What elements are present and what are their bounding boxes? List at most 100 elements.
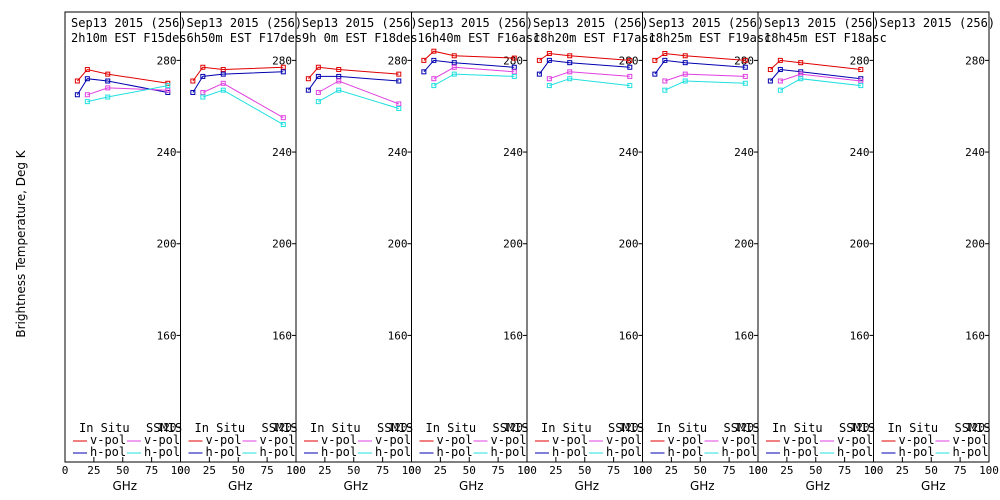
data-point-ssmis_v: [662, 78, 668, 84]
legend-ssmis-vpol: v-pol: [722, 433, 758, 447]
legend-insitu-vpol: v-pol: [783, 433, 819, 447]
legend-insitu-hpol: h-pol: [206, 445, 242, 459]
series-line-ssmis_h: [549, 78, 630, 87]
legend-insitu-vpol: v-pol: [321, 433, 357, 447]
data-point-ssmis_h: [315, 99, 321, 105]
y-tick-label: 200: [157, 238, 177, 251]
legend-ssmis-vpol: v-pol: [491, 433, 527, 447]
data-point-ssmis_h: [546, 83, 552, 89]
data-point-ssmis_h: [567, 76, 573, 82]
y-tick-label: 160: [850, 329, 870, 342]
series-line-ssmis_h: [202, 89, 284, 126]
legend-insitu-label: In Situ: [426, 421, 477, 435]
data-point-ssmis_v: [396, 101, 402, 107]
x-tick-label: 0: [870, 464, 877, 477]
x-tick-label: 0: [293, 464, 300, 477]
data-point-ssmis_h: [165, 83, 171, 89]
x-axis-title: GHz: [343, 479, 368, 493]
data-point-insitu_v: [200, 64, 206, 70]
series-line-ssmis_v: [87, 87, 168, 96]
panel-7: Sep13 2015 (256)18h45m EST F18asc 120 160 2…: [755, 11, 887, 493]
data-point-ssmis_h: [336, 87, 342, 93]
data-point-insitu_h: [682, 60, 688, 66]
series-line-ssmis_h: [87, 85, 168, 103]
x-tick-label: 50: [463, 464, 476, 477]
y-tick-label: 160: [272, 329, 292, 342]
legend-insitu-vpol: v-pol: [668, 433, 704, 447]
data-point-ssmis_v: [220, 80, 226, 86]
series-line-ssmis_h: [433, 73, 515, 87]
y-tick-label: 120: [965, 421, 985, 434]
y-tick-label: 120: [503, 421, 523, 434]
x-tick-label: 75: [145, 464, 158, 477]
y-tick-label: 160: [157, 329, 177, 342]
data-point-insitu_h: [280, 69, 286, 75]
legend-insitu-vpol: v-pol: [206, 433, 242, 447]
data-point-insitu_h: [536, 71, 542, 77]
data-point-ssmis_h: [682, 78, 688, 84]
data-point-insitu_h: [84, 76, 90, 82]
series-line-insitu_h: [307, 75, 399, 91]
data-point-ssmis_h: [451, 71, 457, 77]
series-line-insitu_h: [770, 68, 861, 82]
data-point-ssmis_v: [742, 73, 748, 79]
series-line-insitu_v: [654, 52, 746, 61]
panel-date: Sep13 2015 (256): [418, 16, 534, 30]
panel-date: Sep13 2015 (256): [764, 16, 880, 30]
legend-insitu-label: In Situ: [772, 421, 823, 435]
x-axis-title: GHz: [459, 479, 484, 493]
data-point-insitu_h: [546, 57, 552, 63]
panel-8: Sep13 2015 (256) 120 160 200 240 280 0 25 50 75 10…: [870, 11, 999, 493]
data-point-ssmis_v: [315, 89, 321, 95]
x-tick-label: 50: [116, 464, 129, 477]
x-tick-label: 75: [838, 464, 851, 477]
legend-ssmis-label: SSMIS: [377, 421, 413, 435]
x-tick-label: 50: [809, 464, 822, 477]
x-tick-label: 0: [639, 464, 646, 477]
y-tick-label: 200: [965, 238, 985, 251]
data-point-ssmis_v: [280, 115, 286, 121]
y-tick-label: 240: [850, 146, 870, 159]
x-tick-label: 100: [633, 464, 653, 477]
legend-insitu-label: In Situ: [541, 421, 592, 435]
series-line-insitu_h: [654, 59, 746, 75]
legend-ssmis-hpol: h-pol: [375, 445, 411, 459]
y-tick-label: 280: [734, 54, 754, 67]
x-tick-label: 75: [376, 464, 389, 477]
data-point-insitu_v: [567, 53, 573, 59]
series-line-ssmis_v: [318, 80, 399, 105]
panel-time: 18h45m EST F18asc: [764, 31, 887, 45]
data-point-insitu_h: [421, 69, 427, 75]
legend-ssmis-vpol: v-pol: [375, 433, 411, 447]
data-point-ssmis_h: [220, 87, 226, 93]
data-point-insitu_h: [742, 64, 748, 70]
data-point-ssmis_v: [84, 92, 90, 98]
panel-time: 18h25m EST F19asc: [649, 31, 772, 45]
data-point-ssmis_h: [662, 87, 668, 93]
x-tick-label: 0: [62, 464, 69, 477]
y-tick-label: 160: [503, 329, 523, 342]
y-tick-label: 280: [619, 54, 639, 67]
data-point-ssmis_v: [567, 69, 573, 75]
y-tick-label: 120: [272, 421, 292, 434]
data-point-insitu_v: [511, 55, 517, 61]
y-tick-label: 240: [157, 146, 177, 159]
series-line-insitu_v: [423, 50, 515, 61]
series-line-insitu_h: [423, 59, 515, 73]
data-point-insitu_h: [627, 64, 633, 70]
y-tick-label: 200: [850, 238, 870, 251]
legend-ssmis-label: SSMIS: [724, 421, 760, 435]
y-tick-label: 120: [850, 421, 870, 434]
data-point-ssmis_v: [627, 73, 633, 79]
y-tick-label: 160: [619, 329, 639, 342]
x-tick-label: 100: [171, 464, 191, 477]
data-point-insitu_v: [652, 57, 658, 63]
data-point-insitu_h: [567, 60, 573, 66]
data-point-insitu_v: [315, 64, 321, 70]
data-point-ssmis_v: [858, 78, 864, 84]
x-tick-label: 25: [203, 464, 216, 477]
panel-3: Sep13 2015 (256)9h 0m EST F18des 120 160 20…: [293, 11, 421, 493]
y-tick-label: 120: [619, 421, 639, 434]
x-tick-label: 0: [755, 464, 762, 477]
data-point-insitu_v: [767, 67, 773, 73]
